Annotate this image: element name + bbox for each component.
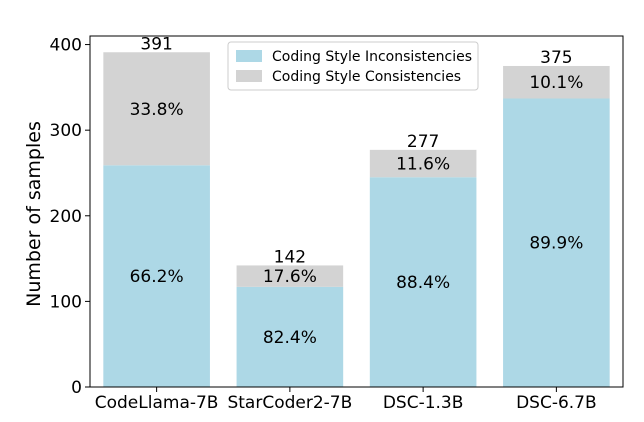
legend-box <box>227 41 479 91</box>
plot-frame <box>89 35 624 388</box>
bar-percent-label: 89.9% <box>529 234 583 254</box>
legend-label: Coding Style Inconsistencies <box>272 49 472 65</box>
y-tick-label: 0 <box>71 378 82 398</box>
legend-label: Coding Style Consistencies <box>272 69 461 85</box>
y-tick-label: 200 <box>50 207 82 227</box>
legend-swatch-0 <box>236 50 262 62</box>
x-tick-label: StarCoder2-7B <box>227 393 352 413</box>
y-tick-label: 100 <box>50 292 82 312</box>
x-tick-label: DSC-1.3B <box>383 393 464 413</box>
y-tick-label: 300 <box>50 121 82 141</box>
bar-consistencies-0 <box>103 52 210 166</box>
bar-percent-label: 17.6% <box>263 267 317 287</box>
bar-total-label: 277 <box>407 132 439 152</box>
bar-inconsistencies-2 <box>369 177 477 387</box>
bar-consistencies-3 <box>503 65 610 99</box>
bar-total-label: 375 <box>540 48 572 68</box>
bar-inconsistencies-3 <box>503 98 610 388</box>
x-tick-label: CodeLlama-7B <box>95 393 219 413</box>
bar-inconsistencies-1 <box>236 286 344 387</box>
y-axis-label: Number of samples <box>23 121 45 307</box>
bar-percent-label: 33.8% <box>130 100 184 120</box>
bar-percent-label: 10.1% <box>529 73 583 93</box>
bar-percent-label: 11.6% <box>396 155 450 175</box>
bar-total-label: 391 <box>140 34 172 54</box>
bar-percent-label: 66.2% <box>130 267 184 287</box>
bar-inconsistencies-0 <box>103 165 210 387</box>
bar-consistencies-2 <box>369 149 477 178</box>
bar-percent-label: 88.4% <box>396 273 450 293</box>
plot-area: 66.2% 33.8% 391 CodeLlama-7B 82.4% 17.6%142 St… <box>50 34 624 413</box>
x-tick-label: DSC-6.7B <box>516 393 597 413</box>
bar-percent-label: 82.4% <box>263 328 317 348</box>
bar-total-label: 142 <box>274 247 306 267</box>
legend-swatch-1 <box>236 70 262 82</box>
bar-consistencies-1 <box>236 265 344 287</box>
y-tick-label: 400 <box>50 36 82 56</box>
